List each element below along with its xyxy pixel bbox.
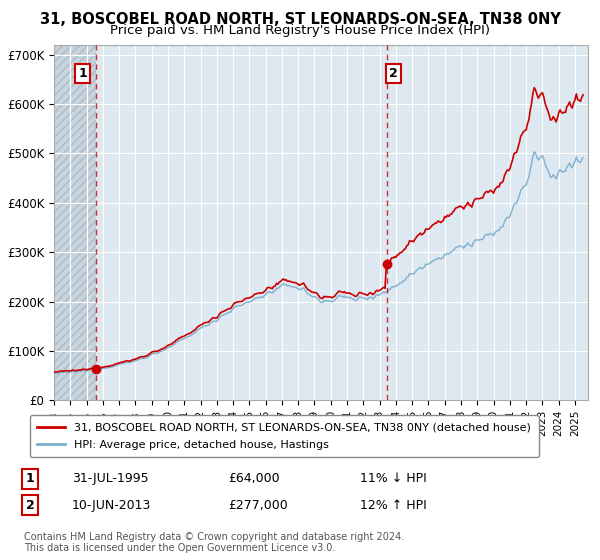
- Text: 11% ↓ HPI: 11% ↓ HPI: [360, 472, 427, 486]
- Text: Contains HM Land Registry data © Crown copyright and database right 2024.
This d: Contains HM Land Registry data © Crown c…: [24, 531, 404, 553]
- Text: 2: 2: [26, 498, 34, 512]
- Text: 12% ↑ HPI: 12% ↑ HPI: [360, 498, 427, 512]
- Text: 31-JUL-1995: 31-JUL-1995: [72, 472, 149, 486]
- Text: Price paid vs. HM Land Registry's House Price Index (HPI): Price paid vs. HM Land Registry's House …: [110, 24, 490, 36]
- Text: £64,000: £64,000: [228, 472, 280, 486]
- Legend: 31, BOSCOBEL ROAD NORTH, ST LEONARDS-ON-SEA, TN38 0NY (detached house), HPI: Ave: 31, BOSCOBEL ROAD NORTH, ST LEONARDS-ON-…: [29, 415, 539, 458]
- Text: 1: 1: [79, 67, 88, 80]
- Text: £277,000: £277,000: [228, 498, 288, 512]
- Text: 31, BOSCOBEL ROAD NORTH, ST LEONARDS-ON-SEA, TN38 0NY: 31, BOSCOBEL ROAD NORTH, ST LEONARDS-ON-…: [40, 12, 560, 27]
- Text: 10-JUN-2013: 10-JUN-2013: [72, 498, 151, 512]
- Text: 2: 2: [389, 67, 398, 80]
- Text: 1: 1: [26, 472, 34, 486]
- Bar: [54, 45, 96, 400]
